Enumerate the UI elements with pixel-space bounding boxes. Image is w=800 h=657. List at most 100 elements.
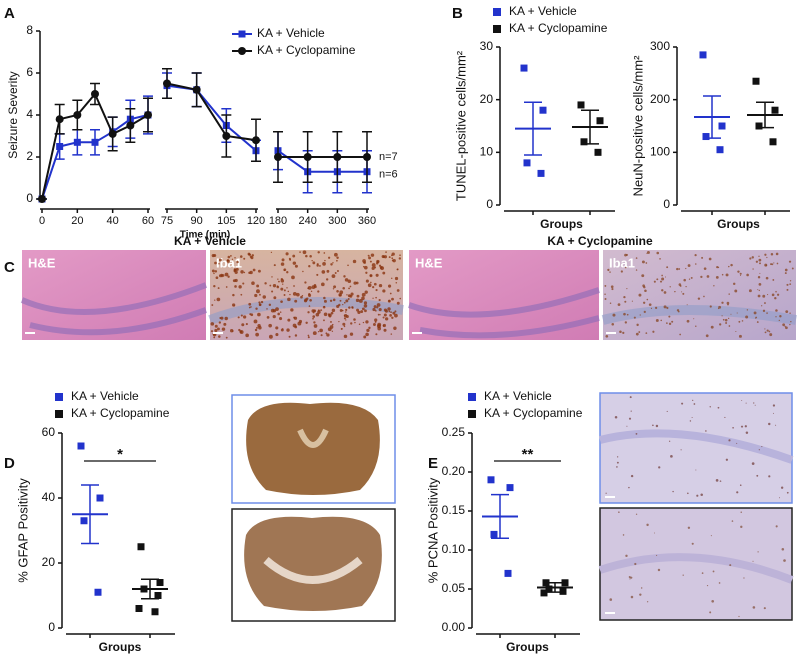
stained-cell xyxy=(370,253,375,257)
stained-cell xyxy=(389,292,392,295)
stained-cell xyxy=(682,574,684,576)
stained-cell xyxy=(724,416,726,419)
stained-cell xyxy=(264,282,267,285)
stained-cell xyxy=(770,253,774,256)
stained-cell xyxy=(705,430,707,432)
stained-cell xyxy=(781,547,785,551)
tissue-band xyxy=(601,305,797,325)
stained-cell xyxy=(738,615,740,618)
stained-cell xyxy=(636,323,639,327)
stained-cell xyxy=(658,466,661,469)
stained-cell xyxy=(391,257,394,260)
stained-cell xyxy=(654,306,658,309)
stained-cell xyxy=(281,258,285,262)
image-header: KA + Vehicle xyxy=(174,234,246,248)
stained-cell xyxy=(630,576,633,579)
stained-cell xyxy=(752,606,756,609)
stained-cell xyxy=(294,299,298,303)
stained-cell xyxy=(342,286,345,290)
stained-cell xyxy=(323,252,326,254)
stained-cell xyxy=(317,251,320,254)
stained-cell xyxy=(377,313,380,316)
stained-cell xyxy=(343,301,346,304)
stained-cell xyxy=(273,264,276,267)
stained-cell xyxy=(255,307,258,310)
stained-cell xyxy=(378,283,383,288)
stained-cell xyxy=(234,270,238,274)
stained-cell xyxy=(732,282,736,286)
stained-cell xyxy=(348,287,350,290)
stained-cell xyxy=(640,587,643,589)
stained-cell xyxy=(364,290,368,294)
stained-cell xyxy=(282,283,284,285)
stained-cell xyxy=(370,281,372,284)
x-tick-label: 90 xyxy=(191,215,203,227)
stained-cell xyxy=(268,303,272,307)
stained-cell xyxy=(365,320,369,324)
stained-cell xyxy=(362,259,366,263)
stained-cell xyxy=(736,491,739,494)
stained-cell xyxy=(273,296,277,300)
stained-cell xyxy=(343,313,348,318)
stained-cell xyxy=(382,271,386,275)
stained-cell xyxy=(391,277,393,280)
stained-cell xyxy=(373,305,377,309)
stained-cell xyxy=(287,297,291,302)
stained-cell xyxy=(367,254,370,257)
stained-cell xyxy=(629,578,631,580)
legend-marker xyxy=(493,25,501,33)
stained-cell xyxy=(728,439,731,442)
stained-cell xyxy=(783,559,786,562)
stained-cell xyxy=(378,264,382,267)
stained-cell xyxy=(758,258,762,262)
stained-cell xyxy=(775,316,777,318)
y-tick-label: 20 xyxy=(480,92,494,106)
stained-cell xyxy=(784,272,787,275)
stained-cell xyxy=(305,254,308,258)
stained-cell xyxy=(775,290,777,293)
stained-cell xyxy=(705,334,709,338)
stained-cell xyxy=(279,311,282,313)
y-axis-label: TUNEL-positive cells/mm² xyxy=(453,50,468,201)
series-line xyxy=(166,84,257,152)
stained-cell xyxy=(633,316,636,319)
image-label: Iba1 xyxy=(609,255,635,270)
stained-cell xyxy=(717,406,720,409)
stained-cell xyxy=(755,317,757,319)
stained-cell xyxy=(216,327,220,331)
stained-cell xyxy=(635,332,639,336)
stained-cell xyxy=(239,330,244,334)
stained-cell xyxy=(622,331,625,334)
stained-cell xyxy=(280,287,284,291)
stained-cell xyxy=(666,306,669,310)
stained-cell xyxy=(272,283,277,288)
stained-cell xyxy=(220,273,223,277)
marker xyxy=(192,85,201,94)
y-tick-label: 0.25 xyxy=(442,425,466,439)
stained-cell xyxy=(719,323,722,326)
stained-cell xyxy=(213,272,215,275)
stained-cell xyxy=(373,323,376,326)
stained-cell xyxy=(271,290,274,293)
stained-cell xyxy=(700,493,703,497)
marker xyxy=(520,64,528,72)
stained-cell xyxy=(678,268,681,270)
stained-cell xyxy=(628,486,630,489)
x-tick-label: 20 xyxy=(71,215,83,227)
stained-cell xyxy=(755,260,759,263)
legend-label: KA + Vehicle xyxy=(509,4,577,18)
stained-cell xyxy=(310,290,313,293)
stained-cell xyxy=(655,424,659,428)
stained-cell xyxy=(738,334,742,338)
stained-cell xyxy=(626,313,629,316)
stained-cell xyxy=(369,260,372,263)
stained-cell xyxy=(363,301,368,305)
marker xyxy=(91,138,99,146)
image-label: H&E xyxy=(28,255,56,270)
stained-cell xyxy=(372,307,376,312)
stained-cell xyxy=(232,303,236,307)
stained-cell xyxy=(342,322,346,326)
stained-cell xyxy=(784,268,788,272)
stained-cell xyxy=(312,317,314,320)
stained-cell xyxy=(313,324,318,328)
